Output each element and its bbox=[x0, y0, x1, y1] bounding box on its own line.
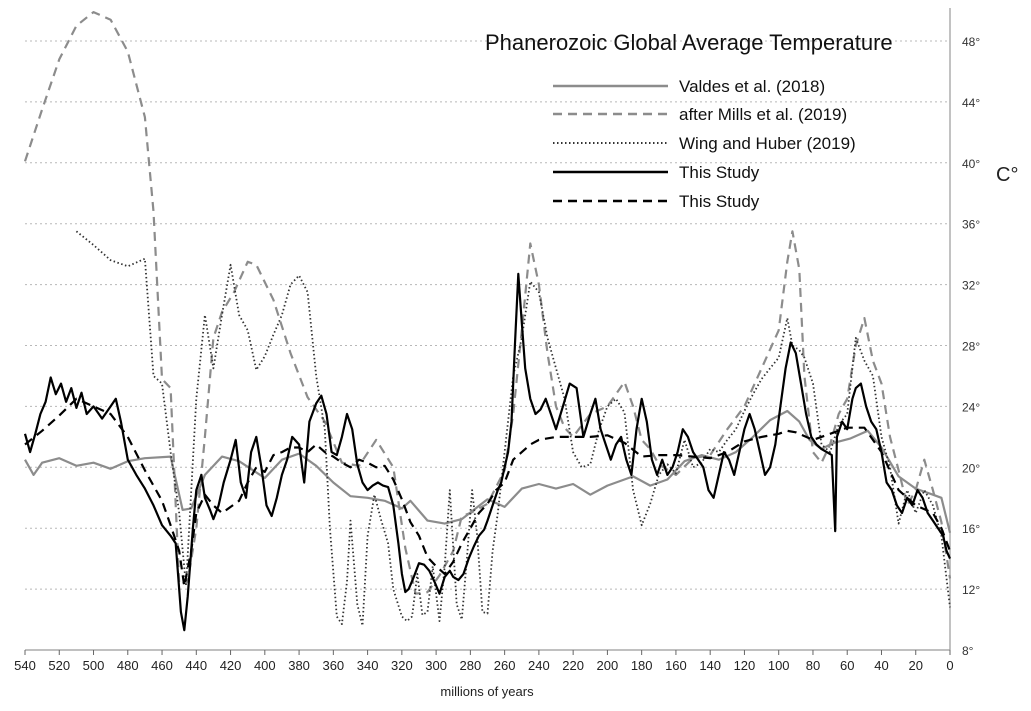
x-tick-label-260: 260 bbox=[494, 658, 516, 673]
y-tick-label-40: 40° bbox=[962, 157, 980, 171]
x-tick-label-60: 60 bbox=[840, 658, 854, 673]
y-tick-label-24: 24° bbox=[962, 400, 980, 414]
legend-label-this-study-dashed: This Study bbox=[679, 192, 760, 211]
y-tick-label-16: 16° bbox=[962, 522, 980, 536]
x-tick-label-280: 280 bbox=[460, 658, 482, 673]
series-line-wing-huber bbox=[75, 230, 951, 627]
x-tick-label-40: 40 bbox=[874, 658, 888, 673]
x-tick-label-180: 180 bbox=[631, 658, 653, 673]
x-tick-label-500: 500 bbox=[83, 658, 105, 673]
x-tick-label-240: 240 bbox=[528, 658, 550, 673]
y-tick-label-20: 20° bbox=[962, 461, 980, 475]
x-tick-label-20: 20 bbox=[909, 658, 923, 673]
x-tick-label-480: 480 bbox=[117, 658, 139, 673]
legend-label-this-study-solid: This Study bbox=[679, 163, 760, 182]
grid bbox=[25, 40, 950, 590]
y-axis-label: C° bbox=[996, 164, 1018, 186]
y-tick-label-48: 48° bbox=[962, 35, 980, 49]
series bbox=[23, 11, 952, 632]
x-tick-label-420: 420 bbox=[220, 658, 242, 673]
legend: Valdes et al. (2018) after Mills et al. … bbox=[553, 77, 856, 211]
x-tick-label-340: 340 bbox=[357, 658, 379, 673]
x-tick-label-540: 540 bbox=[14, 658, 36, 673]
y-tick-label-44: 44° bbox=[962, 96, 980, 110]
x-tick-label-440: 440 bbox=[185, 658, 207, 673]
y-tick-label-28: 28° bbox=[962, 340, 980, 354]
axes bbox=[25, 8, 951, 651]
y-tick-label-32: 32° bbox=[962, 279, 980, 293]
y-ticks: 8° 12° 16° 20° 24° 28° 32° 36° 40° 44° 48° bbox=[962, 35, 980, 658]
x-tick-label-360: 360 bbox=[322, 658, 344, 673]
legend-label-wing-huber: Wing and Huber (2019) bbox=[679, 134, 856, 153]
legend-label-mills: after Mills et al. (2019) bbox=[679, 105, 847, 124]
x-tick-label-460: 460 bbox=[151, 658, 173, 673]
x-ticks: 540 520 500 480 460 440 420 400 380 360 340 320 300 2… bbox=[14, 650, 954, 673]
x-tick-label-400: 400 bbox=[254, 658, 276, 673]
series-line-this-study-solid bbox=[23, 272, 952, 632]
x-tick-label-0: 0 bbox=[946, 658, 953, 673]
x-tick-label-100: 100 bbox=[768, 658, 790, 673]
chart-title: Phanerozoic Global Average Temperature bbox=[485, 30, 893, 55]
series-line-this-study-dashed bbox=[24, 397, 952, 588]
y-tick-label-36: 36° bbox=[962, 218, 980, 232]
x-tick-label-300: 300 bbox=[425, 658, 447, 673]
x-tick-label-160: 160 bbox=[665, 658, 687, 673]
x-tick-label-320: 320 bbox=[391, 658, 413, 673]
x-tick-label-520: 520 bbox=[48, 658, 70, 673]
legend-label-valdes: Valdes et al. (2018) bbox=[679, 77, 825, 96]
x-axis-label: millions of years bbox=[440, 684, 534, 699]
x-tick-label-140: 140 bbox=[699, 658, 721, 673]
x-tick-label-120: 120 bbox=[734, 658, 756, 673]
x-tick-label-80: 80 bbox=[806, 658, 820, 673]
x-tick-label-220: 220 bbox=[562, 658, 584, 673]
y-tick-label-8: 8° bbox=[962, 644, 974, 658]
x-tick-label-380: 380 bbox=[288, 658, 310, 673]
x-tick-label-200: 200 bbox=[597, 658, 619, 673]
y-tick-label-12: 12° bbox=[962, 583, 980, 597]
